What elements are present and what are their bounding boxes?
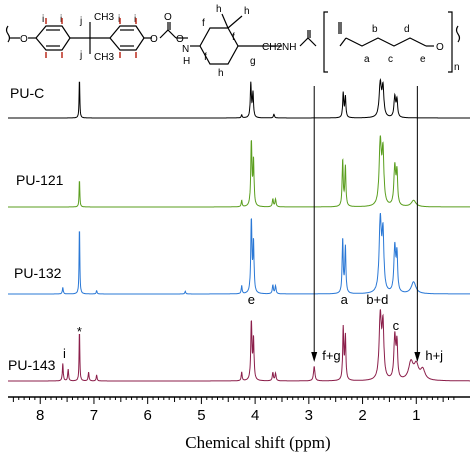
peak-label-7: h+j (425, 348, 443, 363)
spectrum-pu-132 (8, 213, 470, 295)
spectra-layer (8, 78, 470, 382)
struct-label-i4: i (134, 14, 136, 25)
peak-label-3: a (341, 292, 349, 307)
x-tick-label-5: 5 (197, 407, 205, 424)
struct-group-ch3-top: CH3 (94, 12, 114, 23)
struct-label-f3: f (204, 52, 207, 63)
x-tick-label-4: 4 (251, 407, 259, 424)
guide-lines (311, 86, 421, 362)
struct-label-h2: h (244, 6, 250, 17)
struct-label-n: n (454, 62, 460, 73)
guide-arrow-0 (311, 352, 318, 362)
struct-label-d: d (404, 24, 410, 35)
x-tick-label-1: 1 (412, 407, 420, 424)
struct-atom-n: N (182, 44, 189, 55)
struct-label-g: g (250, 56, 256, 67)
struct-label-j1: j (79, 16, 82, 27)
struct-label-h3: h (218, 68, 224, 79)
structure-text: O O O O N H CH3 CH3 CH2NH O i i i i j j … (20, 4, 460, 79)
spectrum-pu-c (8, 78, 470, 119)
wavy-bond-left (5, 25, 11, 43)
peak-label-1: i (63, 346, 66, 361)
x-tick-label-2: 2 (358, 407, 366, 424)
struct-label-i3: i (118, 14, 120, 25)
peak-label-6: f+g (322, 348, 340, 363)
bracket-left (323, 11, 328, 73)
struct-label-i2: i (60, 14, 62, 25)
spectrum-pu-143 (8, 309, 470, 382)
guide-arrow-1 (414, 352, 421, 362)
spectrum-pu-121 (8, 135, 470, 208)
peak-label-2: e (248, 292, 255, 307)
series-label-pu-132: PU-132 (14, 265, 62, 281)
ring-substituent-marks (45, 18, 137, 58)
peak-annotations: * i e a b+d c f+g h+j (63, 292, 443, 363)
struct-atom-o3: O (176, 34, 184, 45)
struct-label-h1: h (216, 4, 222, 15)
struct-label-i1: i (42, 14, 44, 25)
bracket-right (448, 11, 453, 73)
struct-group-ch2nh: CH2NH (262, 42, 296, 53)
struct-label-f2: f (232, 32, 235, 43)
series-label-pu-121: PU-121 (16, 172, 64, 188)
alkyl-chain (345, 37, 427, 47)
wavy-bond-right (455, 25, 461, 43)
x-tick-label-6: 6 (144, 407, 152, 424)
x-tick-label-7: 7 (90, 407, 98, 424)
x-axis: 8 7 6 5 4 3 2 1 (8, 396, 470, 424)
struct-atom-h: H (183, 56, 190, 67)
peak-label-5: c (393, 318, 400, 333)
peak-label-0: * (77, 324, 82, 339)
struct-label-j2: j (79, 50, 82, 61)
chemical-structure (5, 11, 461, 73)
struct-atom-o1: O (20, 34, 28, 45)
struct-label-f1: f (202, 18, 205, 29)
struct-label-c: c (388, 54, 393, 65)
x-tick-label-8: 8 (36, 407, 44, 424)
struct-label-b: b (372, 24, 378, 35)
struct-atom-o5: O (436, 42, 444, 53)
struct-group-ch3-bottom: CH3 (94, 52, 114, 63)
series-label-pu-c: PU-C (10, 85, 44, 101)
struct-label-e: e (420, 54, 426, 65)
series-label-pu-143: PU-143 (8, 357, 56, 373)
struct-atom-o2: O (150, 34, 158, 45)
struct-atom-o4: O (164, 12, 172, 23)
peak-label-4: b+d (366, 292, 388, 307)
struct-label-a: a (364, 54, 370, 65)
x-axis-title: Chemical shift (ppm) (185, 433, 330, 452)
x-tick-label-3: 3 (305, 407, 313, 424)
